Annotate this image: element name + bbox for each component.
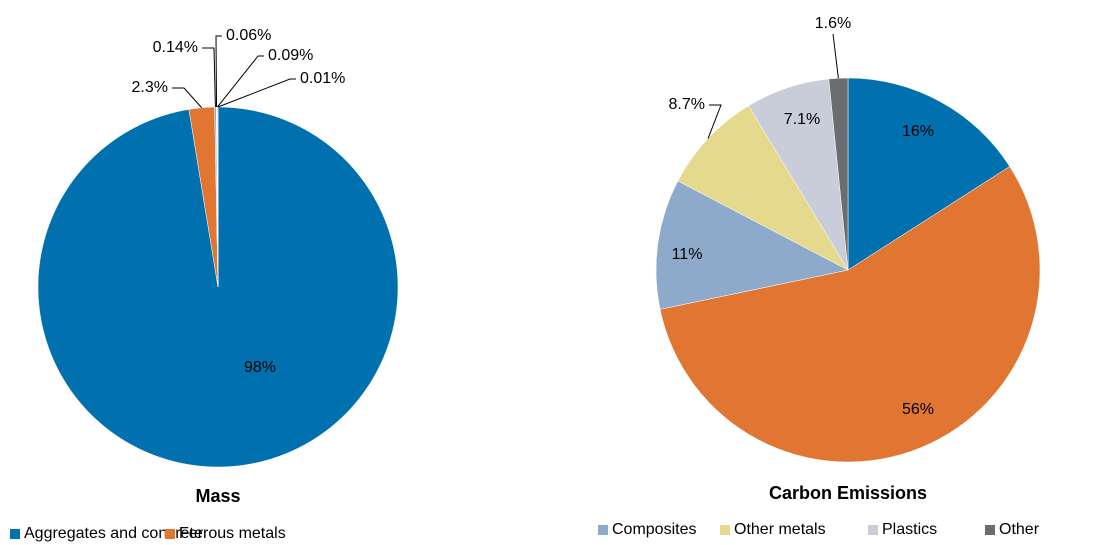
pie-slice bbox=[677, 105, 849, 271]
legend-label: Other bbox=[999, 521, 1040, 538]
data-label: 98% bbox=[244, 359, 276, 376]
data-label: 7.1% bbox=[784, 111, 820, 128]
pie-slice bbox=[847, 77, 1011, 271]
leader-line bbox=[215, 35, 222, 108]
legend-label: Composites bbox=[612, 521, 696, 538]
legend-label: Other metals bbox=[734, 521, 826, 538]
leader-line bbox=[707, 104, 722, 139]
pie-slice bbox=[659, 166, 1041, 463]
leader-line bbox=[216, 55, 264, 108]
data-label: 0.01% bbox=[300, 70, 345, 87]
data-label: 8.7% bbox=[669, 96, 705, 113]
legend-swatch bbox=[10, 529, 20, 539]
data-label: 11% bbox=[672, 246, 703, 263]
legend-label: Plastics bbox=[882, 521, 937, 538]
legend-swatch bbox=[985, 525, 995, 535]
leader-line bbox=[202, 47, 216, 108]
leader-line bbox=[217, 78, 296, 108]
legend-label: Ferrous metals bbox=[179, 525, 286, 542]
data-label: 0.09% bbox=[268, 47, 313, 64]
legend-label: Aggregates and concrete bbox=[24, 525, 203, 542]
data-label: 16% bbox=[902, 123, 934, 140]
chart-title: Mass bbox=[195, 486, 240, 506]
data-label: 1.6% bbox=[815, 15, 851, 32]
leader-line bbox=[172, 87, 203, 109]
leader-line bbox=[832, 33, 839, 79]
chart-title: Carbon Emissions bbox=[769, 483, 927, 503]
legend-swatch bbox=[598, 525, 608, 535]
legend-swatch bbox=[868, 525, 878, 535]
data-label: 0.06% bbox=[226, 27, 271, 44]
data-label: 0.14% bbox=[153, 39, 198, 56]
data-label: 56% bbox=[902, 401, 934, 418]
legend-swatch bbox=[165, 529, 175, 539]
data-label: 2.3% bbox=[132, 79, 168, 96]
pie-slice bbox=[655, 180, 849, 310]
legend-swatch bbox=[720, 525, 730, 535]
